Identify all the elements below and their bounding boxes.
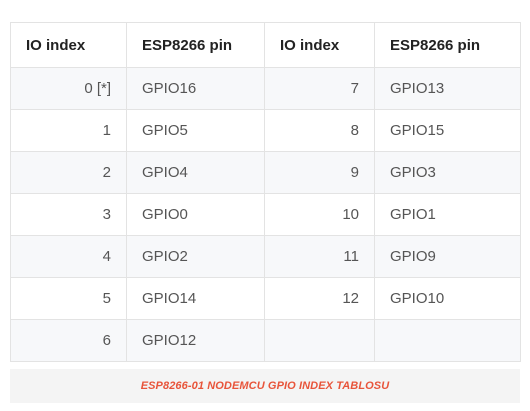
table-row: 3 GPIO0 10 GPIO1 [10,193,521,236]
esp8266-pin-cell: GPIO14 [126,277,265,320]
esp8266-pin-cell: GPIO0 [126,193,265,236]
table-row: 1 GPIO5 8 GPIO15 [10,109,521,152]
esp8266-pin-cell: GPIO5 [126,109,265,152]
header-row: IO index ESP8266 pin IO index ESP8266 pi… [10,22,521,68]
table-body: 0 [*] GPIO16 7 GPIO13 1 GPIO5 8 GPIO15 2… [10,67,521,362]
esp8266-pin-cell: GPIO4 [126,151,265,194]
io-index-cell: 5 [10,277,127,320]
esp8266-pin-cell: GPIO3 [374,151,521,194]
io-index-cell: 3 [10,193,127,236]
esp8266-pin-cell: GPIO15 [374,109,521,152]
io-index-cell: 6 [10,319,127,362]
header-esp8266-pin-left: ESP8266 pin [126,22,265,68]
io-index-cell: 9 [264,151,375,194]
table-caption: ESP8266-01 NODEMCU GPIO INDEX TABLOSU [140,380,390,392]
header-esp8266-pin-right: ESP8266 pin [374,22,521,68]
io-index-cell-empty [264,319,375,362]
table-row: 6 GPIO12 [10,319,521,362]
esp8266-pin-cell: GPIO10 [374,277,521,320]
esp8266-pin-cell: GPIO16 [126,67,265,110]
io-index-cell: 2 [10,151,127,194]
esp8266-pin-cell: GPIO9 [374,235,521,278]
io-index-cell: 11 [264,235,375,278]
header-io-index-left: IO index [10,22,127,68]
esp8266-pin-cell: GPIO1 [374,193,521,236]
io-index-cell: 12 [264,277,375,320]
table-row: 2 GPIO4 9 GPIO3 [10,151,521,194]
table-row: 5 GPIO14 12 GPIO10 [10,277,521,320]
io-index-cell: 8 [264,109,375,152]
table-caption-bar: ESP8266-01 NODEMCU GPIO INDEX TABLOSU [10,369,520,403]
io-index-cell: 1 [10,109,127,152]
esp8266-pin-cell: GPIO12 [126,319,265,362]
esp8266-pin-cell: GPIO2 [126,235,265,278]
table-row: 0 [*] GPIO16 7 GPIO13 [10,67,521,110]
gpio-index-table-container: IO index ESP8266 pin IO index ESP8266 pi… [10,22,521,362]
io-index-cell: 0 [*] [10,67,127,110]
gpio-index-table: IO index ESP8266 pin IO index ESP8266 pi… [10,22,521,362]
io-index-cell: 4 [10,235,127,278]
esp8266-pin-cell-empty [374,319,521,362]
esp8266-pin-cell: GPIO13 [374,67,521,110]
table-header: IO index ESP8266 pin IO index ESP8266 pi… [10,22,521,68]
header-io-index-right: IO index [264,22,375,68]
table-row: 4 GPIO2 11 GPIO9 [10,235,521,278]
io-index-cell: 7 [264,67,375,110]
io-index-cell: 10 [264,193,375,236]
